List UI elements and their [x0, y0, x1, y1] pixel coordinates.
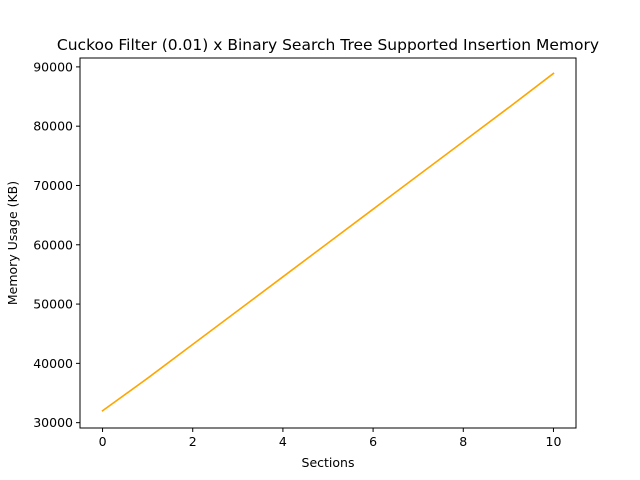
y-tick-label: 90000 — [33, 59, 73, 74]
x-tick-label: 6 — [369, 434, 377, 449]
axes-frame — [79, 57, 577, 429]
plot-area: 0 2 4 6 8 10 30000 40000 50000 60000 70000 80000 90… — [33, 57, 577, 449]
chart-title: Cuckoo Filter (0.01) x Binary Search Tre… — [57, 36, 599, 54]
x-axis-label: Sections — [302, 455, 355, 470]
y-tick-label: 50000 — [33, 297, 73, 312]
x-tick-label: 10 — [546, 434, 562, 449]
x-axis: 0 2 4 6 8 10 — [99, 428, 562, 449]
y-tick-label: 70000 — [33, 178, 73, 193]
series-line-0 — [101, 72, 555, 412]
y-tick-label: 30000 — [33, 415, 73, 430]
y-axis-label: Memory Usage (KB) — [5, 181, 20, 305]
x-tick-label: 4 — [279, 434, 287, 449]
y-tick-label: 60000 — [33, 237, 73, 252]
y-tick-label: 80000 — [33, 119, 73, 134]
x-tick-label: 8 — [459, 434, 467, 449]
x-tick-label: 0 — [99, 434, 107, 449]
series-layer — [101, 72, 555, 412]
y-axis: 30000 40000 50000 60000 70000 80000 90000 — [33, 59, 80, 430]
x-tick-label: 2 — [189, 434, 197, 449]
y-tick-label: 40000 — [33, 356, 73, 371]
